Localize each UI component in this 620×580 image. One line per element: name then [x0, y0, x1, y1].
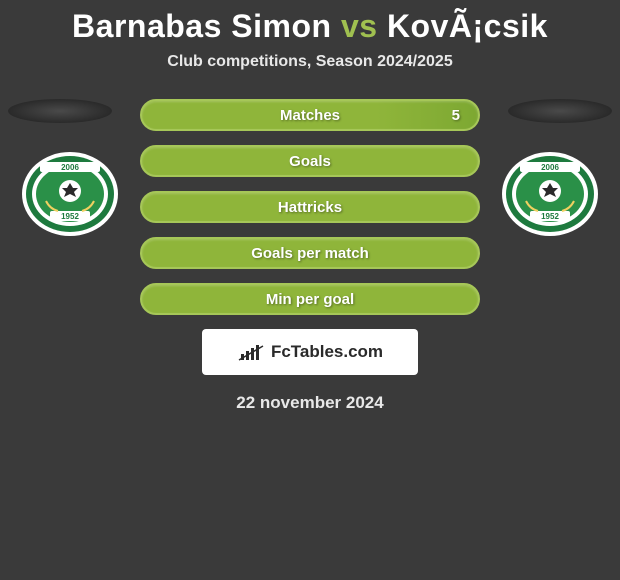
chart-icon [237, 342, 265, 362]
ellipse-shadow-right [508, 99, 612, 123]
crest-year-bottom: 1952 [61, 212, 79, 221]
vs-text: vs [341, 8, 378, 44]
stat-row-hattricks: Hattricks [140, 191, 480, 223]
stat-row-min-per-goal: Min per goal [140, 283, 480, 315]
club-crest-right: 2006 1952 [500, 151, 600, 237]
crest-icon: 2006 1952 [20, 151, 120, 237]
stat-label: Min per goal [266, 291, 354, 308]
crest-year-top: 2006 [61, 163, 79, 172]
stat-value: 5 [452, 107, 460, 124]
stat-row-matches: Matches 5 [140, 99, 480, 131]
main-area: 2006 1952 2006 1952 Matches 5 [0, 99, 620, 413]
club-crest-left: 2006 1952 [20, 151, 120, 237]
ellipse-shadow-left [8, 99, 112, 123]
page-title: Barnabas Simon vs KovÃ¡csik [0, 0, 620, 45]
stats-column: Matches 5 Goals Hattricks Goals per matc… [140, 99, 480, 315]
crest-year-bottom: 1952 [541, 212, 559, 221]
date-text: 22 november 2024 [0, 393, 620, 413]
logo-text: FcTables.com [271, 342, 383, 362]
stat-label: Matches [280, 107, 340, 124]
crest-year-top: 2006 [541, 163, 559, 172]
stat-label: Goals per match [251, 245, 369, 262]
stat-label: Hattricks [278, 199, 342, 216]
crest-icon: 2006 1952 [500, 151, 600, 237]
stat-row-goals: Goals [140, 145, 480, 177]
player1-name: Barnabas Simon [72, 8, 332, 44]
stat-label: Goals [289, 153, 331, 170]
player2-name: KovÃ¡csik [387, 8, 548, 44]
fctables-logo: FcTables.com [202, 329, 418, 375]
subtitle: Club competitions, Season 2024/2025 [0, 53, 620, 71]
stat-row-goals-per-match: Goals per match [140, 237, 480, 269]
